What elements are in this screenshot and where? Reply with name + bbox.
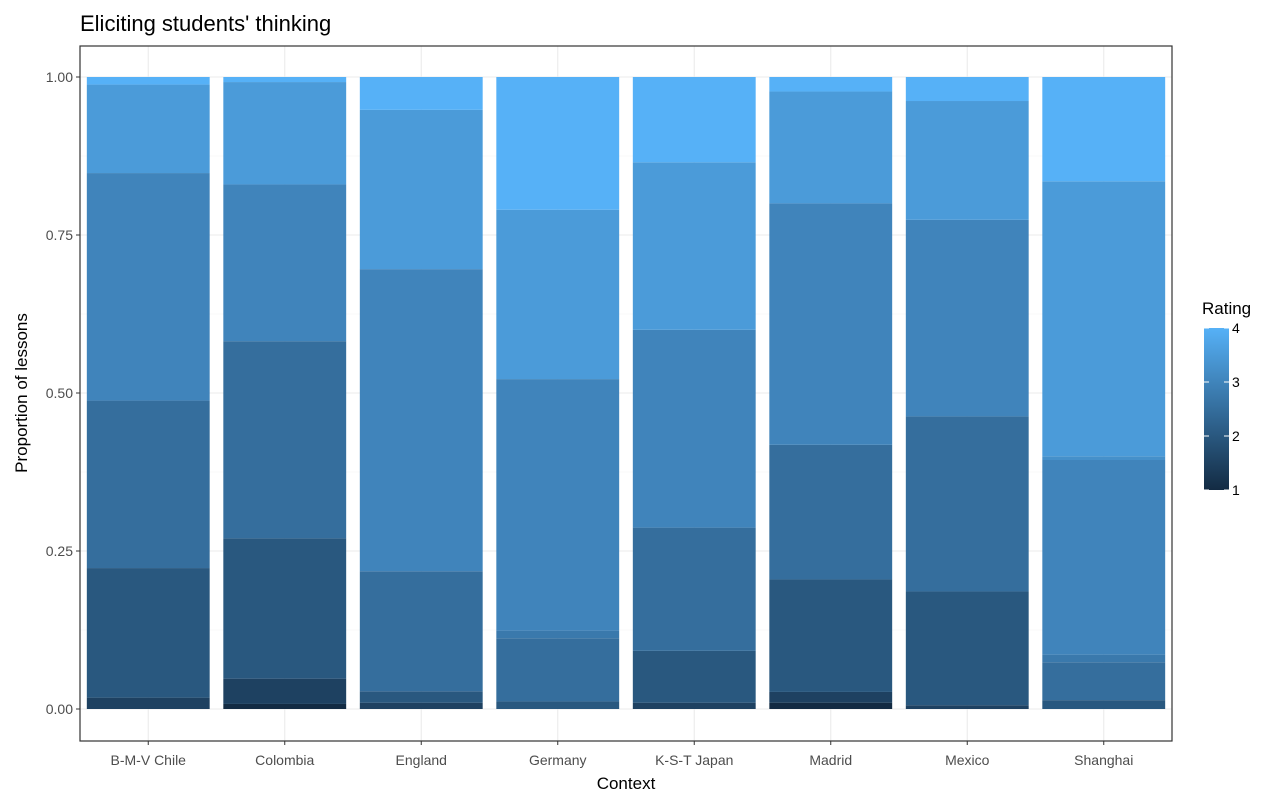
bar-segment: [905, 416, 1029, 592]
bar-segment: [905, 705, 1029, 709]
bar-segment: [769, 77, 893, 92]
y-axis: 0.00 0.25 0.50 0.75 1.00: [46, 69, 80, 717]
bar-segment: [632, 650, 756, 703]
bar-segment: [223, 703, 347, 709]
bar-segment: [86, 400, 210, 569]
y-tick-label: 0.50: [46, 385, 73, 401]
bar-segment: [86, 173, 210, 401]
y-tick-label: 0.75: [46, 227, 73, 243]
bar-stack: [632, 77, 756, 709]
bar-segment: [496, 379, 620, 631]
bar-segment: [496, 638, 620, 702]
bar-segment: [905, 219, 1029, 417]
bar-segment: [496, 630, 620, 639]
bar-segment: [769, 702, 893, 709]
bar-segment: [632, 702, 756, 709]
y-tick-label: 1.00: [46, 69, 73, 85]
bar-stack: [769, 77, 893, 709]
x-tick-label: Germany: [529, 752, 587, 768]
bar-segment: [86, 697, 210, 709]
bar-segment: [905, 77, 1029, 102]
bar-segment: [632, 77, 756, 163]
bar-segment: [223, 184, 347, 342]
x-tick-label: Mexico: [945, 752, 990, 768]
bar-segment: [632, 329, 756, 528]
x-tick-label: B-M-V Chile: [111, 752, 187, 768]
bar-segment: [359, 109, 483, 270]
bar-segment: [86, 568, 210, 698]
bar-segment: [496, 77, 620, 210]
x-tick-label: England: [396, 752, 447, 768]
bar-stack: [359, 77, 483, 709]
bar-segment: [359, 269, 483, 572]
bar-segment: [359, 702, 483, 709]
bar-segment: [496, 701, 620, 709]
x-tick-label: Shanghai: [1074, 752, 1133, 768]
bar-segment: [223, 77, 347, 83]
y-tick-label: 0.00: [46, 701, 73, 717]
bar-stacks: [86, 77, 1166, 709]
legend-title: Rating: [1202, 299, 1251, 318]
legend-label: 4: [1232, 320, 1240, 336]
y-tick-label: 0.25: [46, 543, 73, 559]
bar-segment: [769, 203, 893, 445]
x-tick-label: Colombia: [255, 752, 314, 768]
bar-segment: [769, 444, 893, 580]
bar-segment: [223, 82, 347, 185]
bar-stack: [905, 77, 1029, 709]
bar-segment: [905, 101, 1029, 220]
bar-segment: [1042, 77, 1166, 182]
chart-title: Eliciting students' thinking: [80, 11, 331, 36]
legend-label: 2: [1232, 428, 1240, 444]
legend-label: 1: [1232, 482, 1240, 498]
bar-segment: [905, 591, 1029, 706]
x-axis-title: Context: [597, 774, 656, 791]
bar-segment: [769, 579, 893, 692]
bar-segment: [1042, 700, 1166, 709]
bar-segment: [1042, 654, 1166, 663]
bar-stack: [1042, 77, 1166, 709]
bar-segment: [223, 678, 347, 704]
bar-stack: [223, 77, 347, 709]
bar-segment: [223, 538, 347, 679]
legend-label: 3: [1232, 374, 1240, 390]
bar-segment: [1042, 181, 1166, 457]
bar-stack: [496, 77, 620, 709]
bar-segment: [223, 341, 347, 539]
bar-segment: [359, 571, 483, 692]
x-axis: B-M-V Chile Colombia England Germany K-S-T J…: [111, 741, 1133, 768]
bar-segment: [632, 527, 756, 651]
bar-segment: [496, 209, 620, 380]
y-axis-title: Proportion of lessons: [12, 313, 31, 473]
bar-segment: [769, 91, 893, 204]
bar-segment: [1042, 459, 1166, 655]
bar-segment: [769, 691, 893, 703]
x-tick-label: K-S-T Japan: [655, 752, 733, 768]
bar-segment: [1042, 456, 1166, 460]
bar-segment: [632, 162, 756, 330]
bar-segment: [359, 691, 483, 703]
legend-colorbar: [1204, 328, 1229, 490]
x-tick-label: Madrid: [809, 752, 852, 768]
bar-stack: [86, 77, 210, 709]
bar-segment: [86, 77, 210, 85]
bar-segment: [359, 77, 483, 110]
bar-segment: [1042, 662, 1166, 701]
bar-segment: [86, 84, 210, 174]
legend: Rating 1 2 3 4: [1202, 299, 1251, 498]
